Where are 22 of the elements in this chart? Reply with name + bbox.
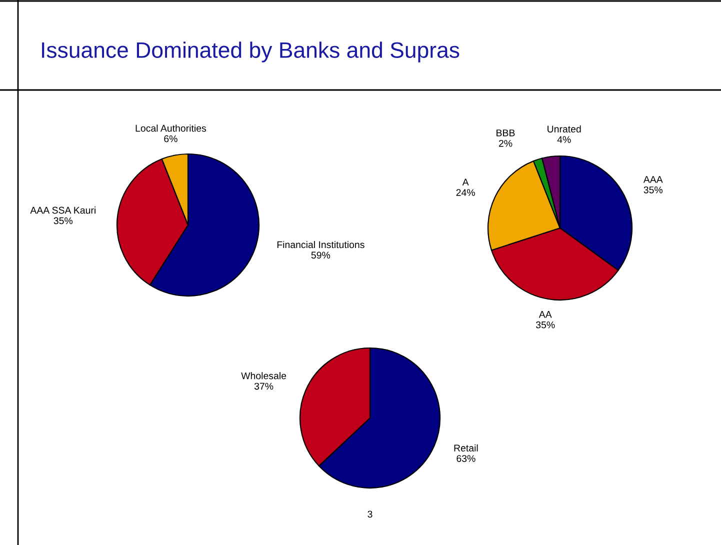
text: 3 [368, 510, 372, 518]
data-label: 35% [644, 186, 663, 194]
slice-label: AA [538, 311, 552, 318]
data-label: 59% [311, 252, 330, 259]
slice-label: BBB [496, 130, 515, 136]
slice-label: Local Authorities [136, 124, 206, 132]
slice-label: Financial Institutions [277, 240, 364, 248]
data-label: 2% [498, 140, 512, 147]
data-label: 35% [536, 321, 555, 328]
chart-title: Issuance Dominated by Banks and Supras [42, 42, 460, 62]
data-label: 37% [254, 382, 274, 390]
data-label: 4% [557, 136, 571, 143]
slice-label: Unrated [548, 125, 581, 133]
slice-label: Wholesale [241, 372, 286, 380]
data-label: 6% [164, 135, 178, 142]
slice-label: Retail [454, 444, 478, 452]
slice-label: AAA [643, 176, 663, 183]
data-label: 35% [54, 217, 73, 224]
slice-label: AAA SSA Kauri [30, 206, 96, 214]
slice-label: A [462, 178, 469, 186]
data-label: 24% [456, 189, 475, 196]
data-label: 63% [456, 455, 476, 462]
